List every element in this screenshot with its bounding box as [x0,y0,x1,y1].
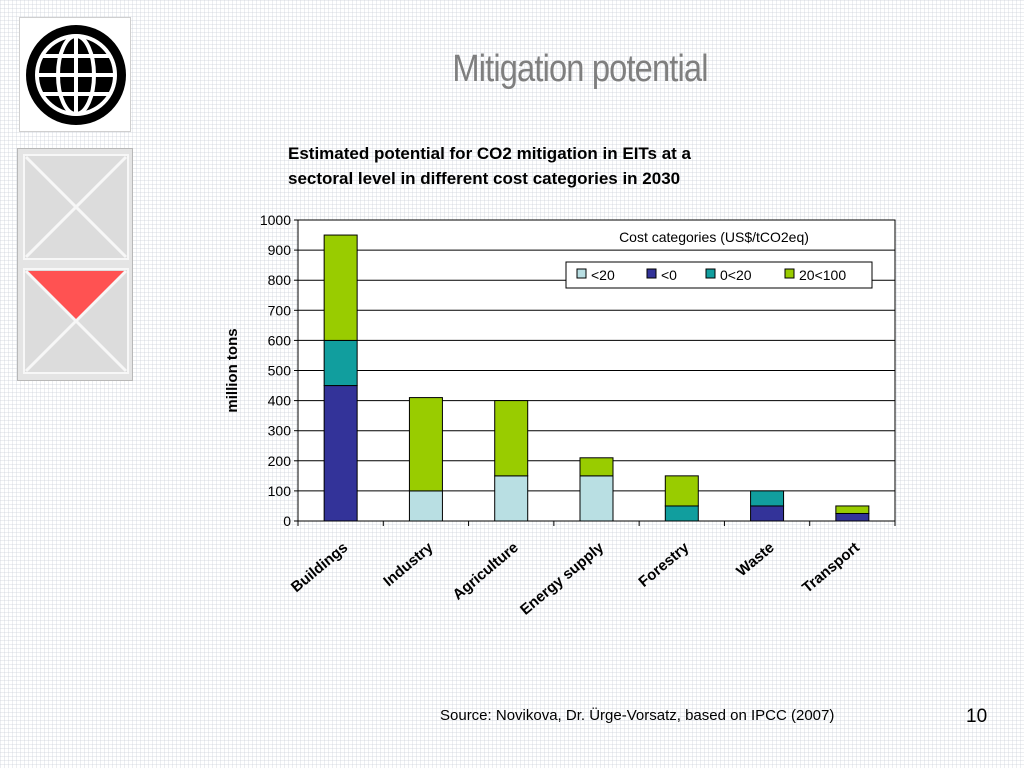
y-tick-label: 400 [268,393,292,409]
legend-label: <20 [591,267,615,283]
chart-title-line-1: Estimated potential for CO2 mitigation i… [288,144,692,163]
x-tick-label: Forestry [635,539,692,591]
y-tick-label: 600 [268,332,292,348]
bar-transport-series-1 [835,512,870,522]
legend-label: <0 [661,267,677,283]
y-tick-label: 1000 [260,212,291,228]
legend-swatch [646,268,657,279]
y-tick-label: 700 [268,302,292,318]
y-tick-label: 300 [268,423,292,439]
legend-label: 0<20 [720,267,752,283]
decorative-panel [17,148,133,381]
y-tick-label: 200 [268,453,292,469]
bar-agriculture-series-3 [494,400,529,477]
x-tick-label: Transport [799,539,863,596]
y-tick-label: 800 [268,272,292,288]
bar-industry-series-0 [408,490,443,522]
y-tick-label: 100 [268,483,292,499]
world-bank-globe-icon [26,25,126,125]
stacked-bar-chart: 0 100 200 300 400 500 600 700 800 900 1000 million … [224,212,896,619]
bar-energy-supply-series-0 [579,475,614,522]
red-triangle-icon [28,271,124,319]
bar-waste-series-1 [750,505,785,522]
legend-title: Cost categories (US$/tCO2eq) [619,229,809,245]
bar-agriculture-series-0 [494,475,529,522]
x-tick-label: Energy supply [517,539,608,619]
bar-industry-series-3 [408,397,443,492]
legend-swatch [784,268,795,279]
y-axis-label: million tons [224,328,241,412]
legend-swatch [705,268,716,279]
x-tick-label: Buildings [288,539,351,596]
bar-forestry-series-2 [664,505,699,522]
legend-label: 20<100 [799,267,846,283]
bar-waste-series-2 [750,490,785,507]
x-tick-label: Agriculture [450,539,522,603]
bar-buildings-series-2 [323,339,358,387]
bar-transport-series-3 [835,505,870,514]
chart-title-line-2: sectoral level in different cost categor… [288,169,681,188]
bar-buildings-series-3 [323,234,358,341]
y-tick-label: 900 [268,242,292,258]
legend-swatch [576,268,587,279]
page-number: 10 [966,706,988,727]
logo-box [19,17,131,132]
bar-forestry-series-3 [664,475,699,507]
bar-buildings-series-1 [323,385,358,522]
chart-title: Estimated potential for CO2 mitigation i… [288,141,788,191]
bar-energy-supply-series-3 [579,457,614,477]
x-tick-label: Industry [380,539,437,590]
y-tick-label: 0 [283,513,291,529]
y-tick-label: 500 [268,363,292,379]
legend-box [565,261,873,289]
slide-title: Mitigation potential [452,48,708,90]
source-citation: Source: Novikova, Dr. Ürge-Vorsatz, base… [440,707,835,724]
x-tick-label: Waste [733,539,777,580]
